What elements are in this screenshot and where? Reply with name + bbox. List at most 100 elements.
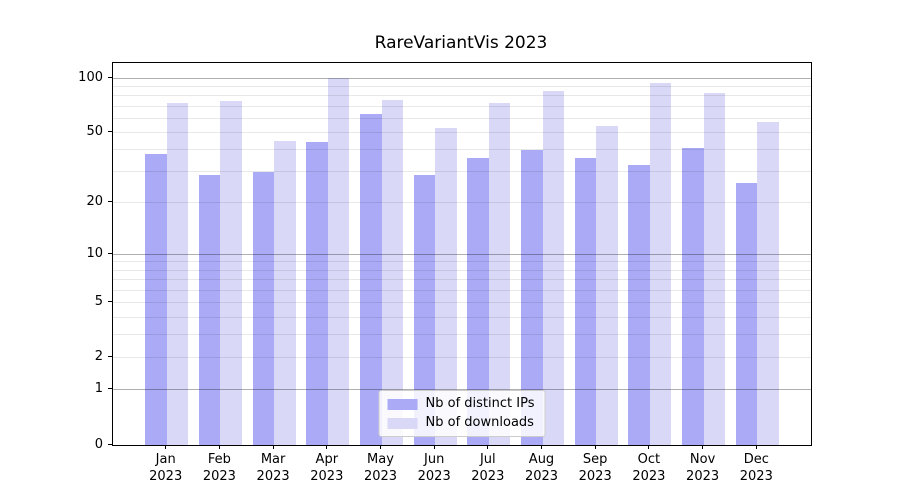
gridline-minor-80 — [113, 95, 811, 97]
x-tick-label-jan: Jan 2023 — [138, 451, 194, 485]
y-tick-mark-2 — [108, 356, 112, 358]
bar-distinct-ips-jun — [413, 174, 436, 445]
y-tick-label-5: 5 — [94, 294, 103, 309]
bar-downloads-feb — [220, 100, 242, 445]
legend-item-downloads: Nb of downloads — [387, 415, 535, 431]
y-tick-label-2: 2 — [94, 349, 103, 365]
bar-downloads-jan — [166, 102, 189, 445]
y-tick-mark-50 — [108, 130, 112, 132]
gridline-minor-7 — [113, 279, 811, 281]
y-tick-mark-1 — [108, 388, 112, 390]
gridline-major-1 — [113, 389, 811, 391]
x-tick-mark-aug — [541, 445, 542, 449]
y-tick-label-20: 20 — [86, 194, 103, 210]
chart-title: RareVariantVis 2023 — [374, 33, 548, 53]
bar-downloads-apr — [327, 78, 350, 445]
legend-item-distinct-ips: Nb of distinct IPs — [387, 396, 535, 412]
x-tick-label-dec: Dec 2023 — [728, 451, 784, 485]
x-tick-label-month: Jun — [424, 452, 445, 467]
x-tick-mark-apr — [326, 445, 328, 449]
legend: Nb of distinct IPs Nb of downloads — [378, 390, 546, 437]
x-tick-mark-mar — [272, 445, 274, 449]
x-tick-label-year: 2023 — [524, 469, 559, 484]
bar-downloads-jul — [488, 102, 511, 445]
x-tick-label-may: May 2023 — [353, 451, 409, 485]
x-tick-mark-dec — [755, 445, 757, 449]
x-tick-label-year: 2023 — [310, 469, 344, 484]
x-tick-label-year: 2023 — [363, 469, 398, 484]
x-tick-label-month: Oct — [637, 452, 661, 467]
legend-label-distinct-ips: Nb of distinct IPs — [425, 396, 535, 411]
x-tick-label-month: Jan — [155, 452, 176, 467]
bar-downloads-jun — [435, 127, 457, 445]
x-tick-label-month: May — [367, 452, 394, 467]
y-tick-label-50: 50 — [86, 123, 103, 139]
x-tick-label-month: Apr — [315, 452, 339, 467]
x-tick-label-month: Sep — [582, 452, 608, 467]
bar-downloads-sep — [596, 126, 618, 445]
x-tick-mark-oct — [648, 445, 650, 449]
gridline-minor-4 — [113, 316, 811, 318]
legend-label-downloads: Nb of downloads — [425, 415, 534, 430]
x-tick-label-year: 2023 — [417, 469, 451, 484]
x-tick-label-sep: Sep 2023 — [567, 451, 623, 485]
gridline-minor-30 — [113, 171, 811, 173]
x-tick-label-year: 2023 — [632, 469, 666, 484]
bar-downloads-nov — [703, 92, 726, 445]
y-tick-label-100: 100 — [78, 69, 103, 85]
bar-downloads-mar — [274, 140, 296, 445]
gridline-minor-6 — [113, 289, 811, 291]
x-tick-mark-may — [380, 445, 381, 449]
bar-distinct-ips-sep — [574, 157, 597, 445]
x-tick-label-nov: Nov 2023 — [675, 451, 731, 485]
legend-swatch-distinct-ips — [387, 398, 418, 410]
x-tick-label-month: Nov — [689, 452, 716, 467]
gridline-minor-2 — [113, 357, 811, 359]
y-tick-mark-20 — [108, 201, 112, 203]
x-tick-mark-sep — [594, 445, 596, 449]
x-tick-label-month: Jul — [479, 452, 496, 467]
gridline-minor-90 — [113, 85, 811, 87]
y-tick-mark-0 — [108, 443, 112, 445]
bar-downloads-may — [381, 99, 403, 445]
bar-distinct-ips-feb — [198, 174, 221, 445]
x-tick-label-year: 2023 — [149, 469, 183, 484]
gridline-minor-9 — [113, 261, 811, 263]
bar-distinct-ips-aug — [521, 149, 543, 445]
x-tick-label-year: 2023 — [578, 469, 612, 484]
x-tick-label-oct: Oct 2023 — [621, 451, 677, 485]
x-tick-label-aug: Aug 2023 — [514, 451, 570, 485]
x-tick-label-month: Aug — [528, 452, 555, 467]
gridline-minor-70 — [113, 105, 811, 107]
gridline-major-100 — [113, 77, 811, 79]
x-tick-mark-jun — [433, 445, 435, 449]
x-tick-mark-jul — [487, 445, 489, 449]
x-tick-label-jul: Jul 2023 — [460, 451, 516, 485]
x-tick-label-year: 2023 — [256, 469, 290, 484]
gridline-minor-40 — [113, 149, 811, 151]
x-tick-mark-feb — [218, 445, 220, 449]
y-tick-mark-5 — [108, 301, 112, 302]
x-tick-label-month: Dec — [743, 452, 769, 467]
x-tick-label-month: Feb — [207, 452, 231, 467]
gridline-minor-5 — [113, 302, 811, 303]
gridline-minor-3 — [113, 334, 811, 336]
bar-distinct-ips-oct — [628, 164, 650, 445]
x-tick-mark-jan — [165, 445, 167, 449]
gridline-major-10 — [113, 253, 811, 255]
bar-downloads-oct — [649, 82, 672, 445]
plot-area: Nb of distinct IPs Nb of downloads — [112, 62, 812, 446]
bar-downloads-aug — [542, 90, 564, 445]
gridline-minor-60 — [113, 117, 811, 119]
x-tick-label-year: 2023 — [202, 469, 236, 484]
bar-distinct-ips-dec — [735, 182, 758, 445]
x-tick-label-year: 2023 — [686, 469, 720, 484]
bar-distinct-ips-jul — [467, 157, 489, 445]
x-tick-label-month: Mar — [260, 452, 286, 467]
x-tick-label-year: 2023 — [739, 469, 773, 484]
y-tick-label-1: 1 — [94, 381, 103, 397]
bar-downloads-dec — [757, 122, 779, 445]
x-tick-label-mar: Mar 2023 — [245, 451, 301, 485]
gridline-minor-20 — [113, 202, 811, 204]
